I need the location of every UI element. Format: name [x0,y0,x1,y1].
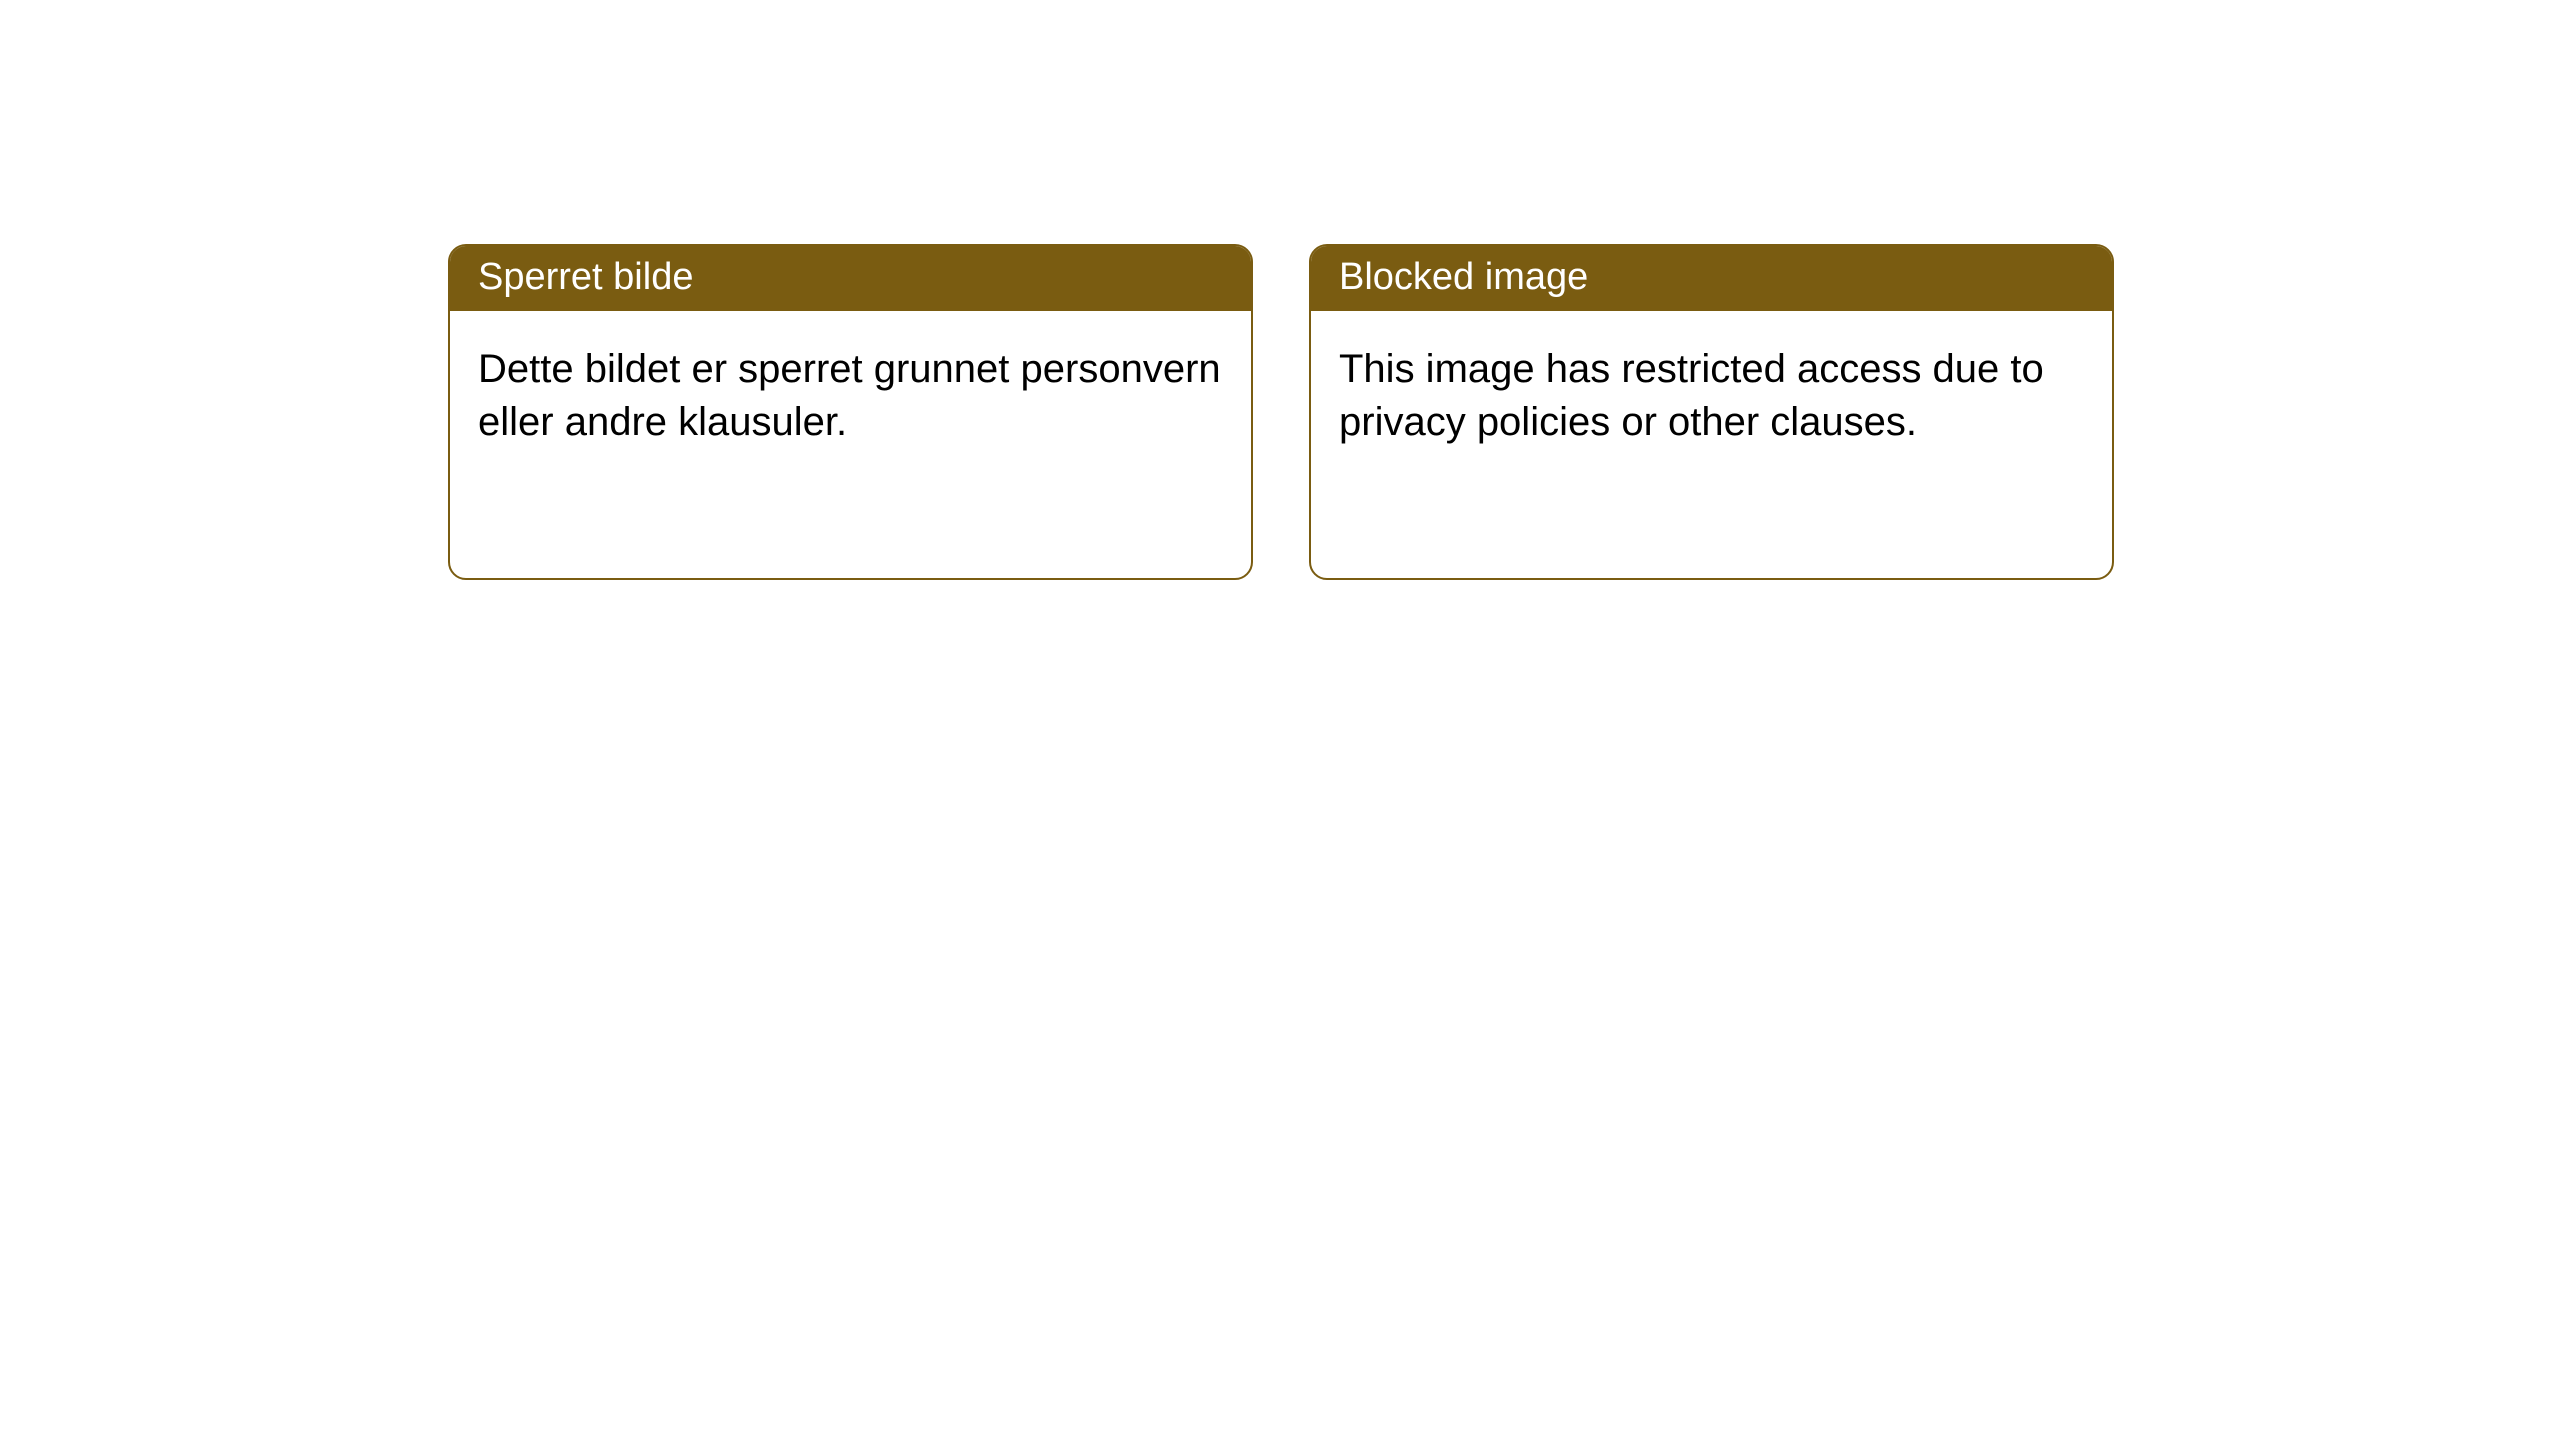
notice-body: Dette bildet er sperret grunnet personve… [450,311,1251,481]
notice-body: This image has restricted access due to … [1311,311,2112,481]
notice-container: Sperret bilde Dette bildet er sperret gr… [0,0,2560,580]
notice-title: Sperret bilde [450,246,1251,311]
notice-card-english: Blocked image This image has restricted … [1309,244,2114,580]
notice-title: Blocked image [1311,246,2112,311]
notice-card-norwegian: Sperret bilde Dette bildet er sperret gr… [448,244,1253,580]
